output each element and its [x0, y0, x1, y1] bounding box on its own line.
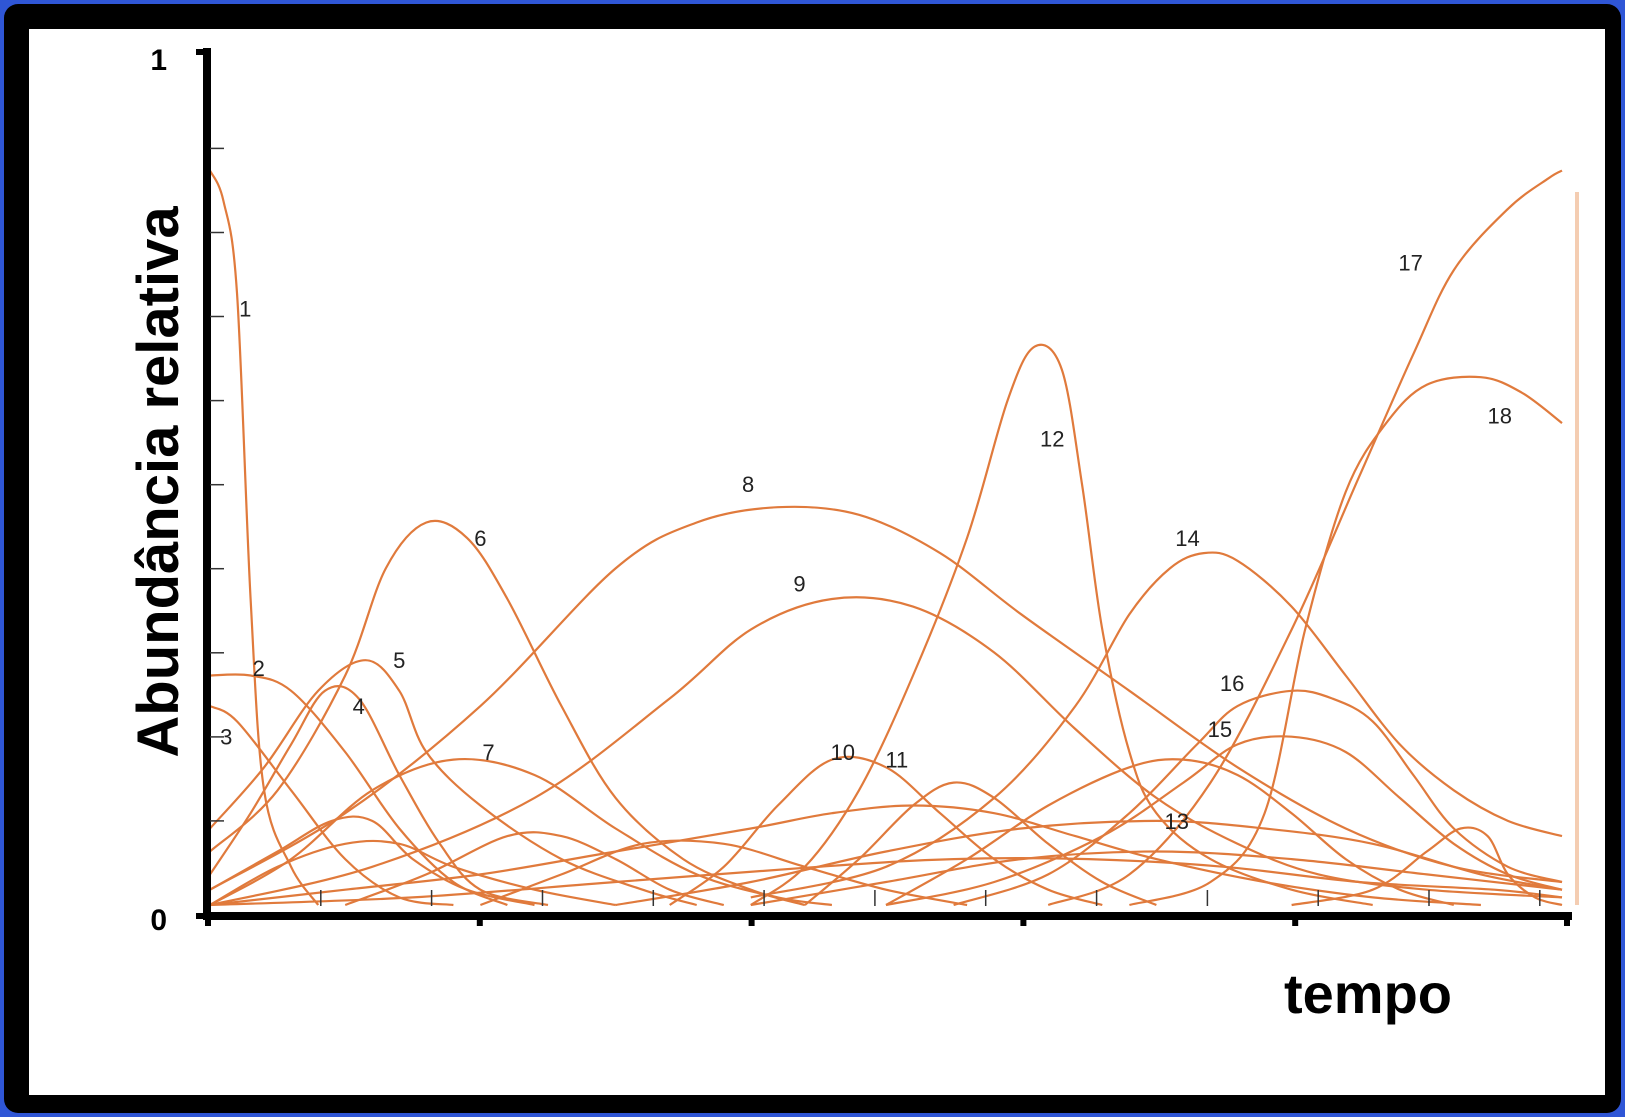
curve-label-6: 6: [474, 526, 486, 551]
curve-label-7: 7: [482, 740, 494, 765]
series-line-17: [1048, 171, 1562, 905]
curve-label-16: 16: [1220, 671, 1244, 696]
curve-label-1: 1: [239, 296, 251, 321]
y-axis-label: Abundância relativa: [126, 206, 191, 758]
curve-label-9: 9: [793, 572, 805, 597]
curve-label-5: 5: [393, 648, 405, 673]
axes: [196, 48, 1572, 926]
curve-label-13: 13: [1164, 809, 1188, 834]
curve-label-12: 12: [1040, 426, 1064, 451]
curve-label-10: 10: [830, 740, 854, 765]
series-line-7: [210, 759, 832, 905]
series-line-18: [1129, 377, 1562, 905]
series-line-6: [210, 521, 805, 905]
y-tick-label-bottom: 0: [150, 904, 167, 937]
y-tick-label-top: 1: [150, 44, 167, 77]
curve-label-8: 8: [742, 472, 754, 497]
curve-label-14: 14: [1175, 526, 1199, 551]
series-line-1: [210, 171, 318, 905]
curve-label-18: 18: [1488, 403, 1512, 428]
curve-label-11: 11: [885, 748, 908, 773]
curve-label-4: 4: [353, 694, 365, 719]
curve-label-2: 2: [253, 656, 265, 681]
curve-label-17: 17: [1398, 250, 1422, 275]
curve-label-15: 15: [1208, 717, 1232, 742]
x-axis-label: tempo: [1284, 962, 1452, 1025]
series-curves: [210, 171, 1562, 905]
